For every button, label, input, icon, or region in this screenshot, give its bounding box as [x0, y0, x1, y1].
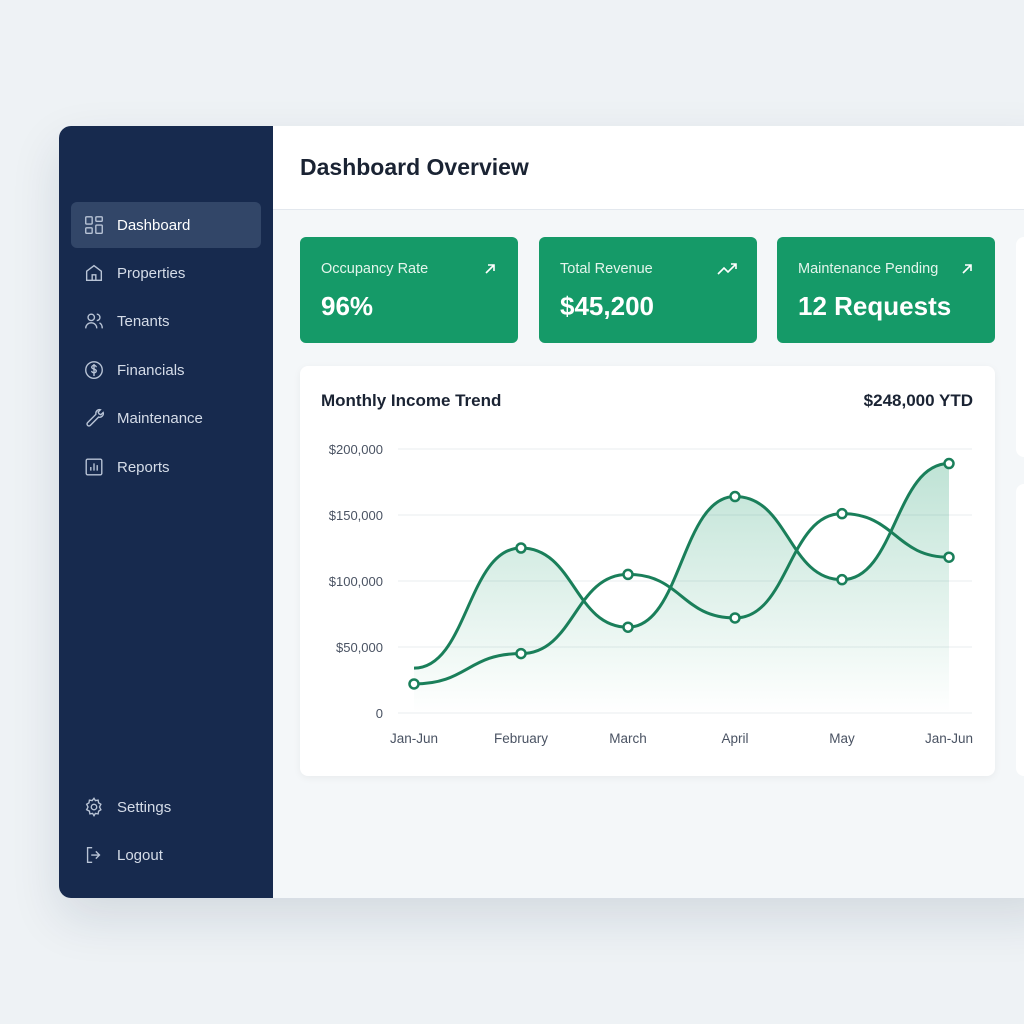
- grid-icon: [85, 216, 103, 234]
- sidebar: Dashboard Properties Tenants Financials …: [59, 126, 273, 898]
- data-point: [836, 507, 848, 520]
- x-tick-label: March: [609, 731, 647, 746]
- sidebar-item-maintenance[interactable]: Maintenance: [71, 395, 261, 441]
- data-point: [943, 551, 955, 563]
- sidebar-item-label: Settings: [117, 798, 172, 816]
- data-point: [515, 542, 527, 554]
- x-tick-label: May: [829, 731, 855, 746]
- dollar-circle-icon: [85, 361, 103, 379]
- ytd-total: $248,000 YTD: [863, 391, 973, 410]
- sidebar-item-properties[interactable]: Properties: [71, 250, 261, 296]
- sidebar-item-logout[interactable]: Logout: [71, 832, 261, 878]
- data-point: [622, 621, 634, 633]
- stat-card-maintenance[interactable]: Maintenance Pending 12 Requests: [777, 237, 995, 343]
- users-icon: [85, 313, 103, 329]
- y-tick-label: $150,000: [329, 508, 383, 523]
- data-point: [836, 573, 848, 586]
- page-title: Dashboard Overview: [300, 154, 529, 180]
- sidebar-item-label: Maintenance: [117, 409, 203, 427]
- stat-value: 96%: [321, 291, 374, 321]
- data-point: [943, 457, 955, 470]
- logout-icon: [86, 846, 101, 864]
- series-line-1: [413, 462, 950, 670]
- stat-label: Occupancy Rate: [321, 261, 429, 277]
- stat-card-revenue[interactable]: Total Revenue $45,200: [539, 237, 757, 343]
- wrench-icon: [86, 408, 104, 427]
- y-tick-label: $100,000: [329, 574, 383, 589]
- income-chart-card: Monthly Income Trend $248,000 YTD 0 $50,0…: [300, 366, 995, 776]
- header: Dashboard Overview: [273, 126, 1024, 210]
- sidebar-item-reports[interactable]: Reports: [71, 444, 261, 490]
- sidebar-item-label: Properties: [117, 264, 186, 282]
- partial-card: [1016, 484, 1024, 776]
- data-point: [408, 678, 420, 690]
- stat-label: Total Revenue: [560, 261, 653, 277]
- line-chart: 0 $50,000 $100,000 $150,000 $200,000 Jan-Jun F…: [329, 442, 973, 746]
- bar-chart-icon: [85, 458, 103, 476]
- stat-card-occupancy[interactable]: Occupancy Rate 96%: [300, 237, 518, 343]
- chart-title: Monthly Income Trend: [321, 391, 502, 410]
- app-window: Dashboard Properties Tenants Financials …: [59, 126, 1024, 898]
- stat-value: $45,200: [560, 291, 654, 321]
- home-icon: [85, 264, 103, 282]
- y-tick-label: 0: [376, 706, 383, 721]
- gear-icon: [85, 797, 102, 818]
- arrow-up-right-icon: [962, 264, 972, 274]
- y-tick-label: $50,000: [336, 640, 383, 655]
- arrow-up-right-icon: [485, 264, 495, 274]
- trending-up-icon: [717, 263, 737, 275]
- sidebar-item-tenants[interactable]: Tenants: [71, 298, 261, 344]
- stat-value: 12 Requests: [798, 291, 952, 321]
- sidebar-item-label: Financials: [117, 361, 185, 379]
- data-point: [515, 647, 527, 660]
- series-area: [414, 463, 949, 713]
- sidebar-item-label: Logout: [117, 846, 163, 864]
- sidebar-item-financials[interactable]: Financials: [71, 347, 261, 393]
- data-point: [729, 612, 741, 624]
- sidebar-item-settings[interactable]: Settings: [71, 784, 261, 830]
- sidebar-item-label: Tenants: [117, 312, 170, 330]
- partial-card: [1016, 237, 1024, 457]
- stat-label: Maintenance Pending: [798, 261, 939, 277]
- data-point: [622, 568, 634, 581]
- x-tick-label: February: [494, 731, 548, 746]
- sidebar-item-dashboard[interactable]: Dashboard: [71, 202, 261, 248]
- sidebar-item-label: Dashboard: [117, 216, 191, 234]
- y-tick-label: $200,000: [329, 442, 383, 457]
- x-tick-label: April: [721, 731, 748, 746]
- x-tick-label: Jan-Jun: [925, 731, 973, 746]
- sidebar-item-label: Reports: [117, 458, 170, 476]
- data-point: [729, 490, 741, 503]
- x-tick-label: Jan-Jun: [390, 731, 438, 746]
